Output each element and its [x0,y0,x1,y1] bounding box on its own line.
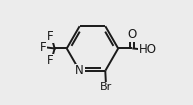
Text: N: N [75,64,84,77]
Text: O: O [128,28,137,41]
Text: F: F [40,41,46,54]
Text: HO: HO [139,43,157,56]
Text: Br: Br [100,82,112,92]
Text: F: F [47,54,54,67]
Text: F: F [47,30,54,43]
